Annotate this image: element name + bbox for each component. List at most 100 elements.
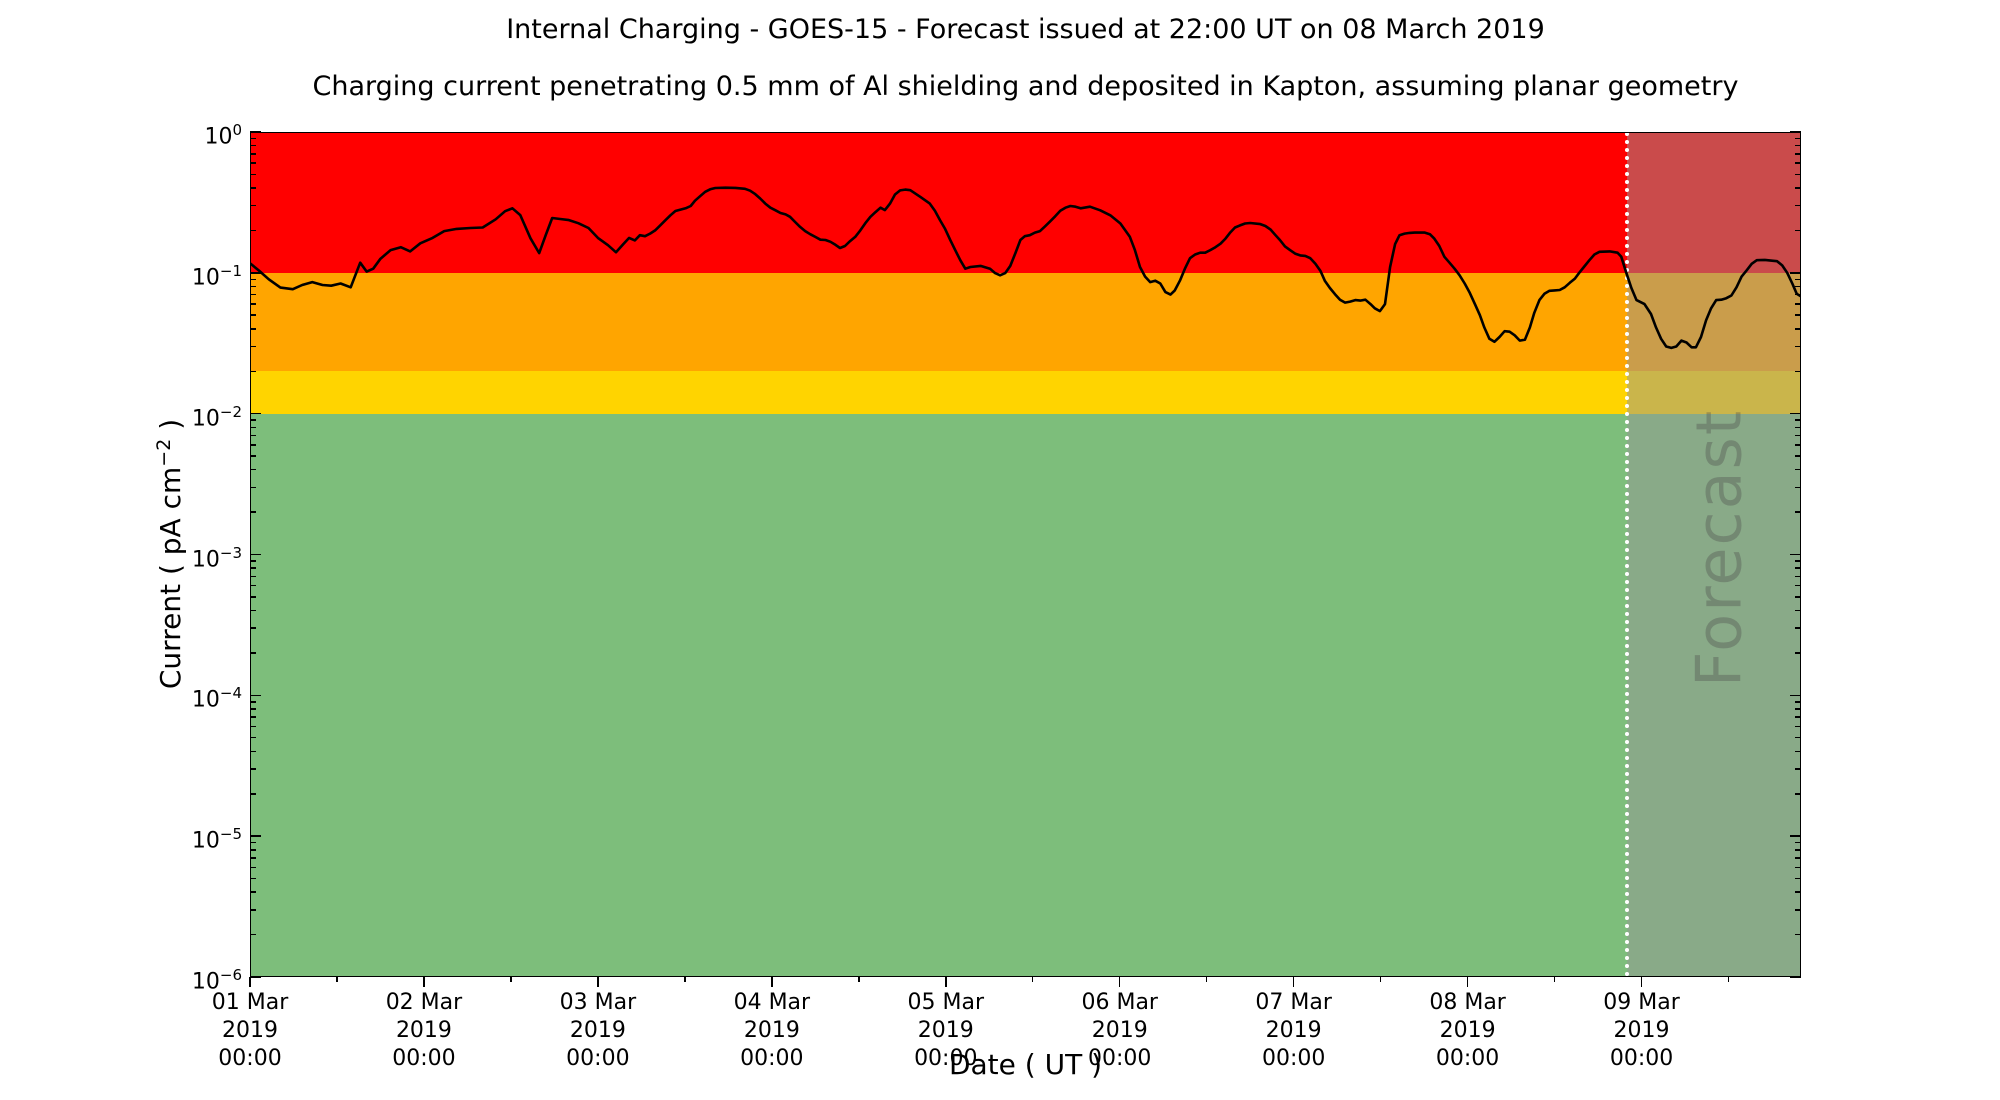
x-major-tick (1118, 977, 1121, 987)
x-minor-tick (1727, 977, 1730, 982)
y-minor-tick (250, 204, 256, 207)
y-major-tick (1790, 272, 1801, 274)
x-tick-label: 04 Mar 2019 00:00 (733, 990, 811, 1071)
y-major-tick (250, 553, 261, 556)
y-major-tick (1790, 835, 1801, 837)
y-minor-tick (1795, 652, 1801, 654)
y-minor-tick (1795, 866, 1801, 869)
plot-area: Forecast (249, 131, 1801, 987)
y-minor-tick (1795, 187, 1801, 189)
y-minor-tick (1795, 909, 1801, 911)
y-tick-label: 10−6 (191, 966, 242, 995)
y-major-tick (1790, 694, 1801, 697)
y-minor-tick (250, 567, 256, 569)
y-minor-tick (1795, 511, 1801, 513)
x-major-tick (771, 977, 773, 987)
y-minor-tick (250, 173, 256, 176)
y-minor-tick (250, 303, 256, 305)
y-minor-tick (250, 419, 256, 421)
y-minor-tick (250, 187, 256, 189)
y-minor-tick (1795, 716, 1801, 718)
y-minor-tick (250, 153, 256, 155)
x-tick-label: 07 Mar 2019 00:00 (1255, 990, 1332, 1071)
band-red-high (250, 132, 1801, 273)
charging-current-line (250, 186, 1801, 350)
y-minor-tick (1795, 891, 1801, 893)
y-minor-tick (1795, 768, 1801, 770)
y-minor-tick (1795, 468, 1801, 471)
y-minor-tick (1795, 314, 1801, 316)
y-minor-tick (250, 708, 256, 710)
x-major-tick (945, 977, 947, 987)
band-orange-raised (250, 272, 1801, 372)
y-minor-tick (1795, 560, 1801, 562)
x-minor-tick (336, 977, 338, 982)
y-minor-tick (1795, 278, 1801, 281)
y-minor-tick (250, 750, 256, 753)
y-tick-label: 100 (204, 121, 242, 150)
y-minor-tick (250, 444, 256, 446)
x-major-tick (597, 977, 599, 987)
y-minor-tick (250, 370, 256, 373)
x-major-tick (1640, 977, 1643, 987)
y-tick-label: 10−4 (191, 684, 242, 713)
y-minor-tick (250, 345, 256, 348)
y-minor-tick (1795, 575, 1801, 578)
y-minor-tick (1795, 419, 1801, 421)
x-minor-tick (1205, 977, 1208, 982)
y-minor-tick (250, 434, 256, 437)
y-minor-tick (250, 314, 256, 316)
y-minor-tick (1795, 609, 1801, 612)
y-minor-tick (250, 144, 256, 147)
y-minor-tick (250, 560, 256, 562)
y-minor-tick (1795, 328, 1801, 330)
x-tick-label: 01 Mar 2019 00:00 (211, 990, 289, 1071)
y-minor-tick (1795, 708, 1801, 710)
band-yellow-medium (250, 371, 1801, 414)
y-minor-tick (250, 857, 256, 859)
y-minor-tick (1795, 370, 1801, 373)
chart-subtitle: Charging current penetrating 0.5 mm of A… (312, 71, 1739, 102)
x-major-tick (1292, 977, 1295, 987)
y-minor-tick (1795, 444, 1801, 446)
y-minor-tick (250, 229, 256, 232)
y-minor-tick (1795, 204, 1801, 207)
x-tick-label: 06 Mar 2019 00:00 (1081, 990, 1158, 1071)
y-minor-tick (250, 455, 256, 457)
y-tick-label: 10−3 (191, 543, 242, 572)
y-minor-tick (1795, 426, 1801, 429)
y-minor-tick (250, 328, 256, 330)
y-minor-tick (1795, 627, 1801, 629)
y-minor-tick (1795, 701, 1801, 703)
y-minor-tick (250, 575, 256, 578)
y-minor-tick (250, 716, 256, 718)
y-major-tick (250, 272, 261, 274)
y-tick-label: 10−5 (191, 825, 242, 854)
y-minor-tick (250, 701, 256, 703)
y-minor-tick (250, 293, 256, 296)
y-minor-tick (250, 285, 256, 288)
x-minor-tick (858, 977, 860, 982)
y-minor-tick (1795, 162, 1801, 164)
y-minor-tick (250, 609, 256, 612)
y-minor-tick (250, 584, 256, 587)
y-minor-tick (250, 426, 256, 429)
y-minor-tick (250, 652, 256, 654)
y-minor-tick (1795, 303, 1801, 305)
y-minor-tick (250, 891, 256, 893)
y-minor-tick (250, 736, 256, 739)
x-minor-tick (1379, 977, 1382, 982)
y-minor-tick (250, 596, 256, 598)
y-minor-tick (250, 725, 256, 728)
y-minor-tick (250, 909, 256, 911)
y-axis-label: Current ( pA cm−2 ) (152, 418, 188, 690)
x-axis-label: Date ( UT ) (948, 1048, 1103, 1081)
y-minor-tick (1795, 849, 1801, 851)
x-tick-label: 03 Mar 2019 00:00 (559, 990, 637, 1071)
y-minor-tick (1795, 285, 1801, 288)
x-tick-label: 02 Mar 2019 00:00 (385, 990, 463, 1071)
y-minor-tick (250, 768, 256, 770)
y-minor-tick (250, 511, 256, 513)
y-minor-tick (1795, 567, 1801, 569)
